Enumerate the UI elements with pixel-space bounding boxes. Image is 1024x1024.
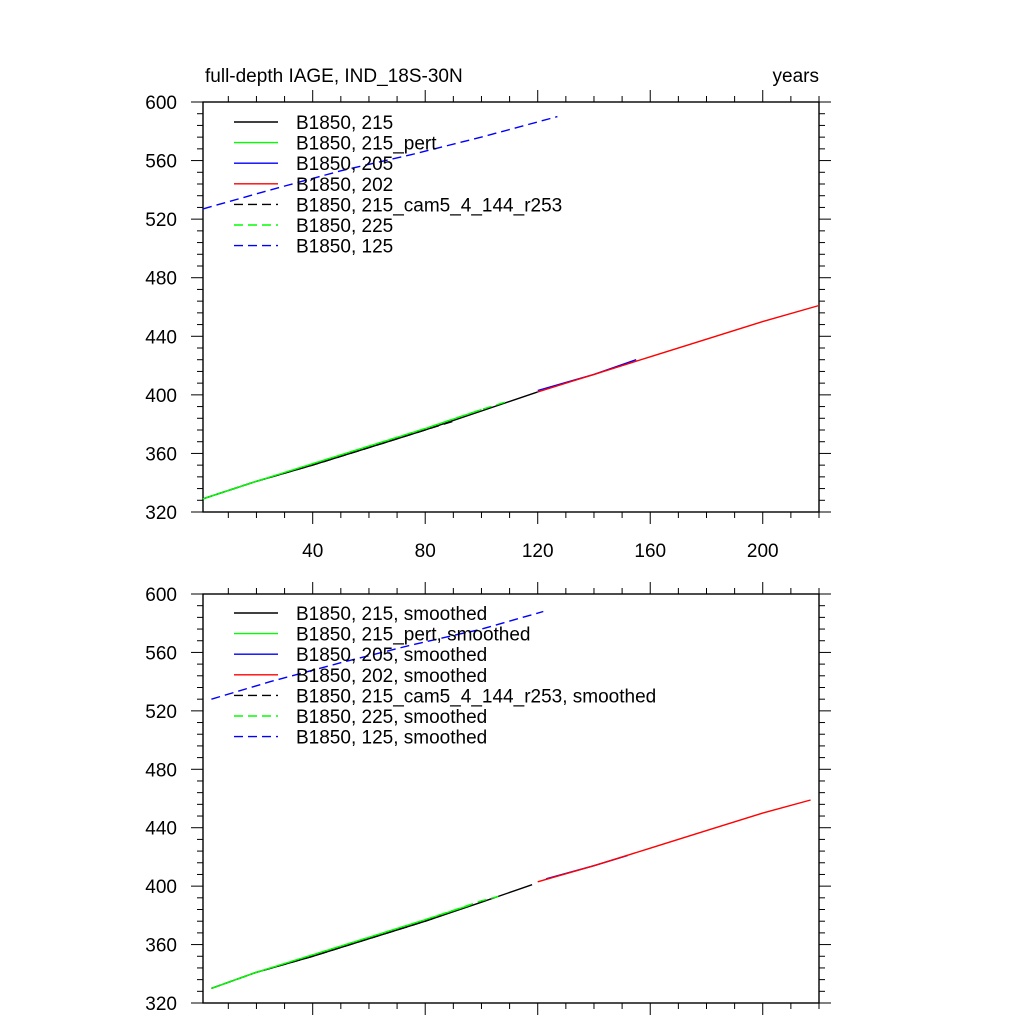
- y-tick-label: 400: [145, 386, 177, 407]
- legend-label: B1850, 225, smoothed: [296, 707, 487, 728]
- series-line-6: [211, 895, 499, 990]
- y-tick-label: 600: [145, 93, 177, 114]
- x-tick-label: 80: [415, 541, 436, 562]
- plot-frame: [202, 101, 820, 513]
- y-tick-label: 560: [145, 152, 177, 173]
- y-tick-label: 600: [145, 585, 177, 606]
- legend-label: B1850, 225: [296, 216, 393, 237]
- y-tick-label: 440: [145, 819, 177, 840]
- legend-label: B1850, 215, smoothed: [296, 604, 487, 625]
- y-tick-label: 320: [145, 503, 177, 524]
- x-tick-label: 40: [302, 541, 323, 562]
- legend-label: B1850, 125: [296, 237, 393, 258]
- series-line-4: [537, 799, 811, 883]
- chart-panel-2: 320 360 400 440 480 520 560 600 B1850, 215, smoo…: [145, 582, 831, 1015]
- y-tick-label: 360: [145, 444, 177, 465]
- legend-label: B1850, 202: [296, 175, 393, 196]
- x-tick-label: 200: [747, 541, 779, 562]
- legend-label: B1850, 205: [296, 154, 393, 175]
- legend-label: B1850, 215: [296, 113, 393, 134]
- y-tick-label: 520: [145, 702, 177, 723]
- series-line-7: [202, 115, 558, 210]
- legend-label: B1850, 215_cam5_4_144_r253: [296, 195, 562, 216]
- plot-frame: [202, 593, 820, 1004]
- chart-right-title: years: [773, 66, 819, 87]
- series-line-3: [537, 359, 637, 392]
- legend-label: B1850, 202, smoothed: [296, 666, 487, 687]
- legend-label: B1850, 205, smoothed: [296, 645, 487, 666]
- chart-title: full-depth IAGE, IND_18S-30N: [205, 66, 463, 87]
- legend-label: B1850, 215_pert: [296, 134, 437, 155]
- y-tick-label: 520: [145, 210, 177, 231]
- series-line-7: [211, 610, 544, 700]
- y-tick-label: 320: [145, 994, 177, 1015]
- y-tick-label: 480: [145, 760, 177, 781]
- y-tick-label: 400: [145, 877, 177, 898]
- chart-panel-1: full-depth IAGE, IND_18S-30N years 320 360 4…: [145, 66, 831, 562]
- series-line-6: [202, 400, 510, 500]
- legend-label: B1850, 215_cam5_4_144_r253, smoothed: [296, 686, 656, 707]
- y-tick-label: 360: [145, 936, 177, 957]
- y-tick-label: 560: [145, 643, 177, 664]
- x-tick-label: 120: [522, 541, 554, 562]
- legend-label: B1850, 125, smoothed: [296, 728, 487, 749]
- y-tick-label: 480: [145, 269, 177, 290]
- series-line-4: [537, 304, 820, 393]
- y-tick-label: 440: [145, 327, 177, 348]
- x-tick-label: 160: [634, 541, 666, 562]
- series-line-5: [211, 914, 443, 990]
- legend-label: B1850, 215_pert, smoothed: [296, 625, 531, 646]
